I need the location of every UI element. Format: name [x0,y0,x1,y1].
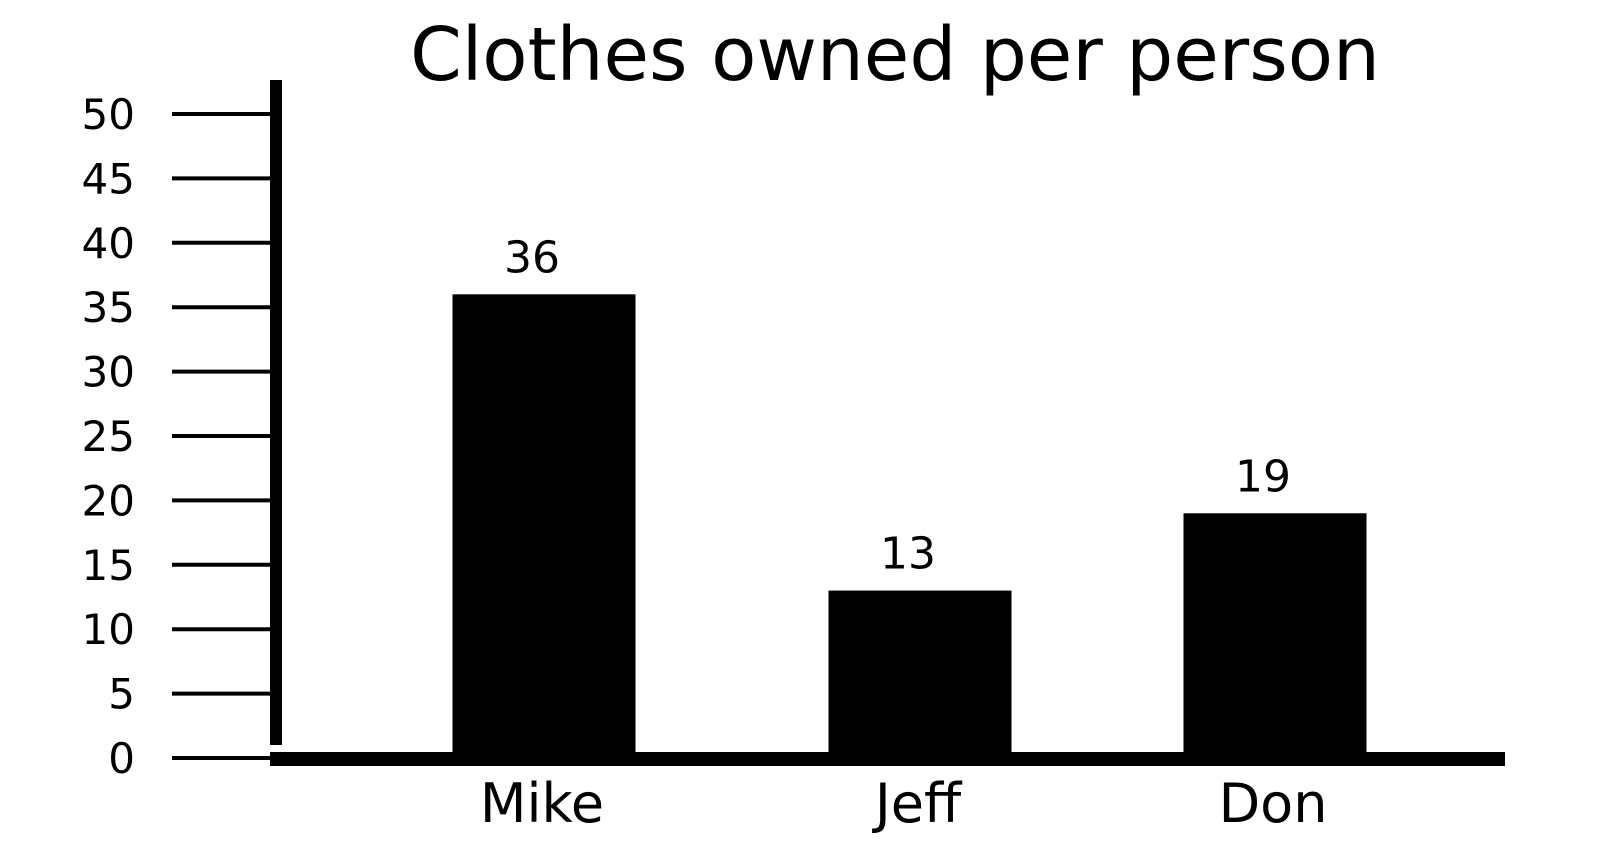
y-tick-label: 50 [82,90,135,139]
bars [452,294,1367,758]
data-labels: 36 13 19 [504,232,1291,579]
category-label-don: Don [1219,772,1328,835]
category-label-mike: Mike [480,772,604,835]
y-axis-ticks: 0 5 10 15 20 25 30 35 40 45 50 [82,90,276,783]
y-tick-label: 5 [108,670,135,719]
category-label-jeff: Jeff [872,772,963,835]
bar-mike [452,294,636,758]
chart-title: Clothes owned per person [410,12,1380,98]
data-label-jeff: 13 [880,529,936,580]
y-tick-label: 0 [108,734,135,783]
y-tick-label: 10 [82,605,135,654]
data-label-mike: 36 [504,232,560,283]
bar-don [1183,513,1367,758]
y-tick-label: 35 [82,283,135,332]
y-tick-label: 45 [82,154,135,203]
y-tick-label: 40 [82,219,135,268]
y-tick-label: 15 [82,541,135,590]
y-tick-label: 20 [82,476,135,525]
x-axis-category-labels: Mike Jeff Don [480,772,1328,835]
bar-jeff [828,590,1012,758]
y-tick-label: 25 [82,412,135,461]
data-label-don: 19 [1235,451,1291,502]
y-tick-label: 30 [82,348,135,397]
